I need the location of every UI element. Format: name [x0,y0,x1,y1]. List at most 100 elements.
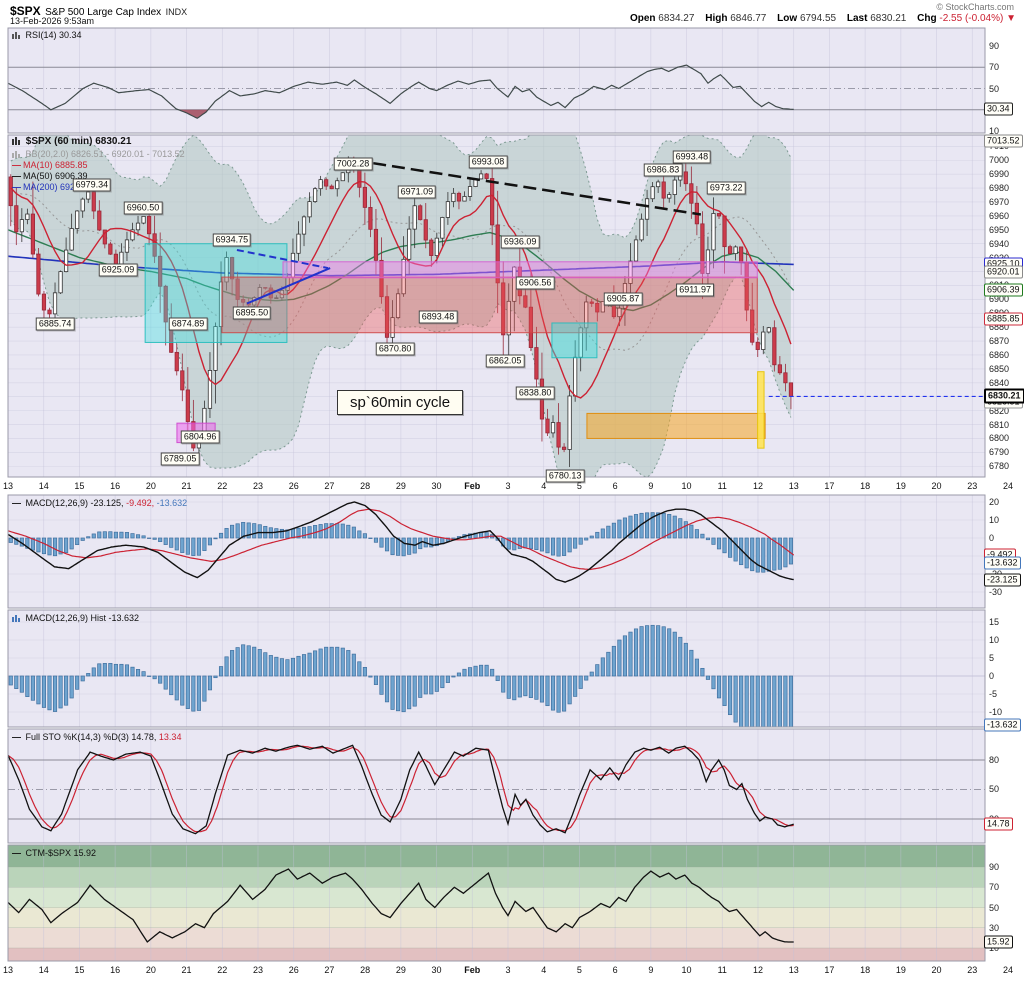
x-axis-tick: 21 [181,965,192,975]
y-axis-tick: 5 [989,653,995,663]
x-axis-tick: 10 [681,965,692,975]
price-callout-label: 6993.08 [468,155,508,169]
x-axis-tick: 4 [541,965,547,975]
cycle-annotation: sp`60min cycle [337,390,464,415]
y-axis-tick: 15 [989,617,1000,627]
y-axis-tick: 6850 [989,363,1010,374]
x-axis-tick: 26 [288,965,299,975]
high-label: High [705,13,728,24]
ctm-swatch: — [12,848,21,858]
chart-type-icon [12,137,21,148]
y-axis-tick: 50 [989,902,1000,913]
x-axis-tick: 27 [324,481,335,491]
y-axis-tick: 90 [989,862,1000,872]
last-value: 6830.21 [870,13,907,24]
axis-value-badge: 14.78 [984,817,1013,831]
x-axis-tick: 27 [324,965,335,975]
low-label: Low [777,13,798,24]
y-axis-tick: 7000 [989,155,1010,166]
chart-datetime: 13-Feb-2026 9:53am [10,16,95,26]
price-callout-label: 6885.74 [35,317,75,331]
y-axis-tick: 6990 [989,169,1010,180]
x-axis-tick: 19 [895,965,906,975]
x-axis-tick: 12 [752,481,763,491]
ma10-swatch: — [12,160,21,170]
y-axis-tick: 30 [989,922,1000,933]
axis-value-badge: 6885.85 [984,312,1023,326]
axis-value-badge: 6906.39 [984,283,1023,297]
ma50-swatch: — [12,171,21,181]
axis-value-badge: 30.34 [984,102,1013,116]
main-legend-ma50: — MA(50) 6906.39 [12,171,88,181]
open-label: Open [629,13,656,24]
x-axis-tick: 11 [717,481,727,491]
x-axis-tick: Feb [464,965,481,975]
price-callout-label: 6838.80 [515,386,555,400]
ma200-swatch: — [12,182,21,192]
price-callout-label: 6870.80 [375,342,415,356]
x-axis-tick: 26 [288,481,299,491]
x-axis-tick: 6 [612,481,618,491]
x-axis-tick: 12 [752,965,763,975]
y-axis-tick: 6980 [989,183,1010,194]
y-axis-tick: 6900 [989,294,1010,305]
x-axis-tick: 13 [788,481,799,491]
x-axis-tick: 13 [2,481,14,491]
price-callout-label: 6804.96 [180,430,220,444]
y-axis-tick: 6860 [989,349,1010,360]
quote-bar: Open 6834.27 High 6846.77 Low 6794.55 La… [622,13,1016,24]
x-axis-tick: 5 [576,481,582,491]
symbol: $SPX [10,4,41,18]
price-callout-label: 6971.09 [397,185,437,199]
price-callout-label: 6925.09 [98,263,138,277]
x-axis-tick: 30 [431,965,442,975]
price-callout-label: 6789.05 [160,452,200,466]
x-axis-tick: 4 [541,481,547,491]
y-axis-tick: 10 [989,635,1000,645]
axis-value-badge: 6830.21 [984,388,1024,404]
x-axis-tick: 9 [648,481,654,491]
price-callout-label: 6780.13 [545,469,585,483]
low-value: 6794.55 [799,13,837,24]
x-axis-tick: 18 [860,965,871,975]
x-axis-tick: 15 [74,965,85,975]
main-legend-symbol: $SPX (60 min) 6830.21 [12,137,131,148]
y-axis-tick: 20 [989,497,1000,507]
high-value: 6846.77 [730,13,767,24]
price-callout-label: 6934.75 [212,233,252,247]
x-axis-tick: 9 [648,965,654,975]
y-axis-tick: 70 [989,62,1000,73]
x-axis-tick: 20 [931,965,942,975]
price-callout-label: 6874.89 [168,317,208,331]
x-axis-tick: 13 [2,965,14,975]
histogram-icon [12,614,21,624]
x-axis-tick: 23 [967,481,978,491]
x-axis-tick: 22 [217,481,228,491]
y-axis-tick: 6840 [989,377,1010,388]
exchange-tag: INDX [165,7,188,17]
x-axis-tick: 20 [931,481,942,491]
x-axis-tick: 6 [612,965,618,975]
y-axis-tick: 80 [989,755,1000,765]
x-axis-tick: 28 [360,481,371,491]
y-axis-tick: -5 [989,689,998,699]
sto-legend-main: Full STO %K(14,3) %D(3) 14.78, [25,732,157,742]
price-callout-label: 6986.83 [643,163,683,177]
price-callout-label: 6905.87 [603,292,643,306]
y-axis-tick: -10 [989,707,1003,717]
y-axis-tick: 6970 [989,196,1010,207]
x-axis-tick: 29 [395,965,406,975]
price-callout-label: 6906.56 [515,276,555,290]
symbol-name: S&P 500 Large Cap Index [45,7,162,18]
x-axis-tick: 29 [395,481,406,491]
price-callout-label: 7002.28 [333,157,373,171]
y-axis-tick: 70 [989,882,1000,893]
y-axis-tick: 10 [989,126,1000,136]
chg-value: -2.55 (-0.04%) [939,13,1004,24]
x-axis-tick: 13 [788,965,799,975]
chg-label: Chg [917,13,937,24]
macd-legend-hist: -13.632 [156,498,188,508]
x-axis-tick: Feb [464,481,481,491]
x-axis-tick: 14 [38,965,49,975]
